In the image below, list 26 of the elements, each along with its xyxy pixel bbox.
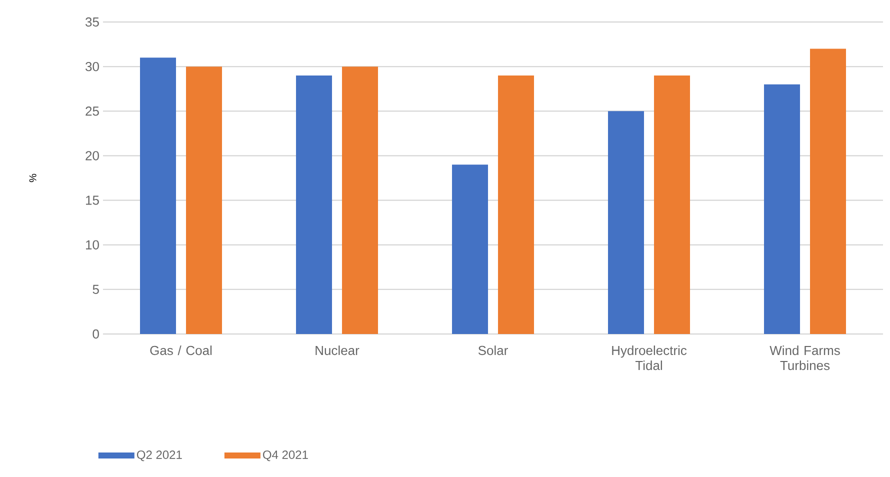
bar: [810, 48, 846, 334]
x-tick-label: Solar: [478, 346, 508, 356]
x-tick-label: Hydroelectric Tidal: [612, 346, 687, 370]
bar: [342, 66, 378, 334]
x-tick-label: Gas / Coal: [150, 346, 212, 356]
y-tick-label: 15: [86, 196, 99, 205]
y-tick-label: 0: [92, 329, 99, 339]
y-tick-label: 35: [86, 17, 99, 27]
bar: [140, 58, 176, 334]
legend-label: Q2 2021: [136, 450, 182, 462]
bar: [498, 75, 534, 334]
x-tick-label: Nuclear: [316, 346, 360, 356]
x-tick-label: Wind Farms Turbines: [770, 346, 840, 370]
y-tick-label: 5: [92, 284, 99, 294]
bar: [764, 84, 800, 334]
y-tick-label: 30: [86, 62, 99, 72]
bar: [296, 75, 332, 334]
y-axis-title: %: [29, 174, 36, 182]
y-tick-label: 25: [86, 106, 99, 116]
y-tick-label: 20: [86, 151, 99, 160]
bar: [186, 66, 222, 334]
legend-label: Q4 2021: [263, 450, 308, 462]
bar: [608, 111, 644, 334]
y-tick-label: 10: [86, 240, 99, 250]
bar: [654, 75, 690, 334]
bar: [452, 164, 488, 334]
